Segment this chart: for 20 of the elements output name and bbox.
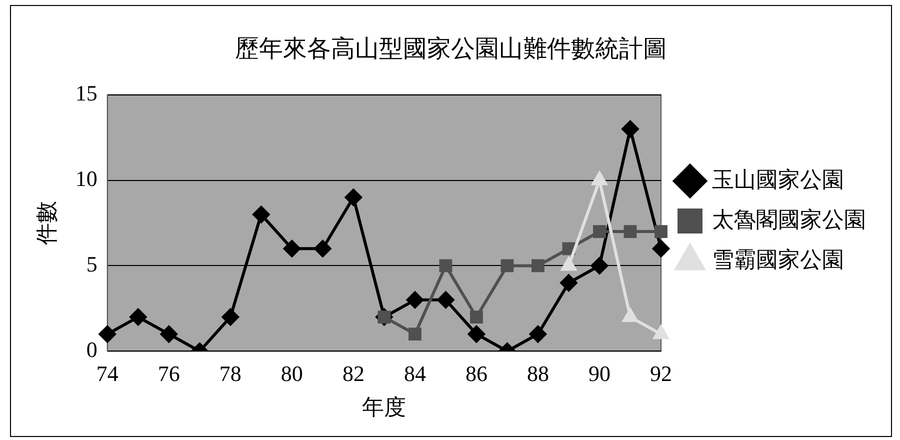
x-tick-label: 80: [280, 361, 303, 386]
x-tick-label: 84: [404, 361, 426, 386]
y-tick-label: 15: [75, 80, 98, 106]
x-tick-label: 90: [588, 361, 610, 386]
x-tick-label: 92: [650, 361, 672, 386]
y-tick-label: 5: [86, 252, 98, 277]
legend-label: 太魯閣國家公園: [712, 206, 866, 232]
y-tick-label: 0: [86, 336, 98, 362]
x-tick-label: 76: [158, 361, 180, 386]
x-tick-label: 78: [219, 361, 242, 386]
x-tick-label: 82: [342, 361, 364, 386]
x-axis-title: 年度: [362, 394, 406, 420]
x-tick-label: 86: [465, 361, 488, 386]
chart-title: 歷年來各高山型國家公園山難件數統計圖: [235, 36, 667, 63]
legend-label: 玉山國家公園: [712, 166, 844, 192]
legend-label: 雪霸國家公園: [712, 246, 844, 272]
x-tick-label: 74: [96, 361, 118, 386]
x-tick-label: 88: [526, 361, 549, 386]
y-tick-label: 10: [75, 166, 98, 192]
y-axis-title: 件數: [34, 201, 59, 245]
